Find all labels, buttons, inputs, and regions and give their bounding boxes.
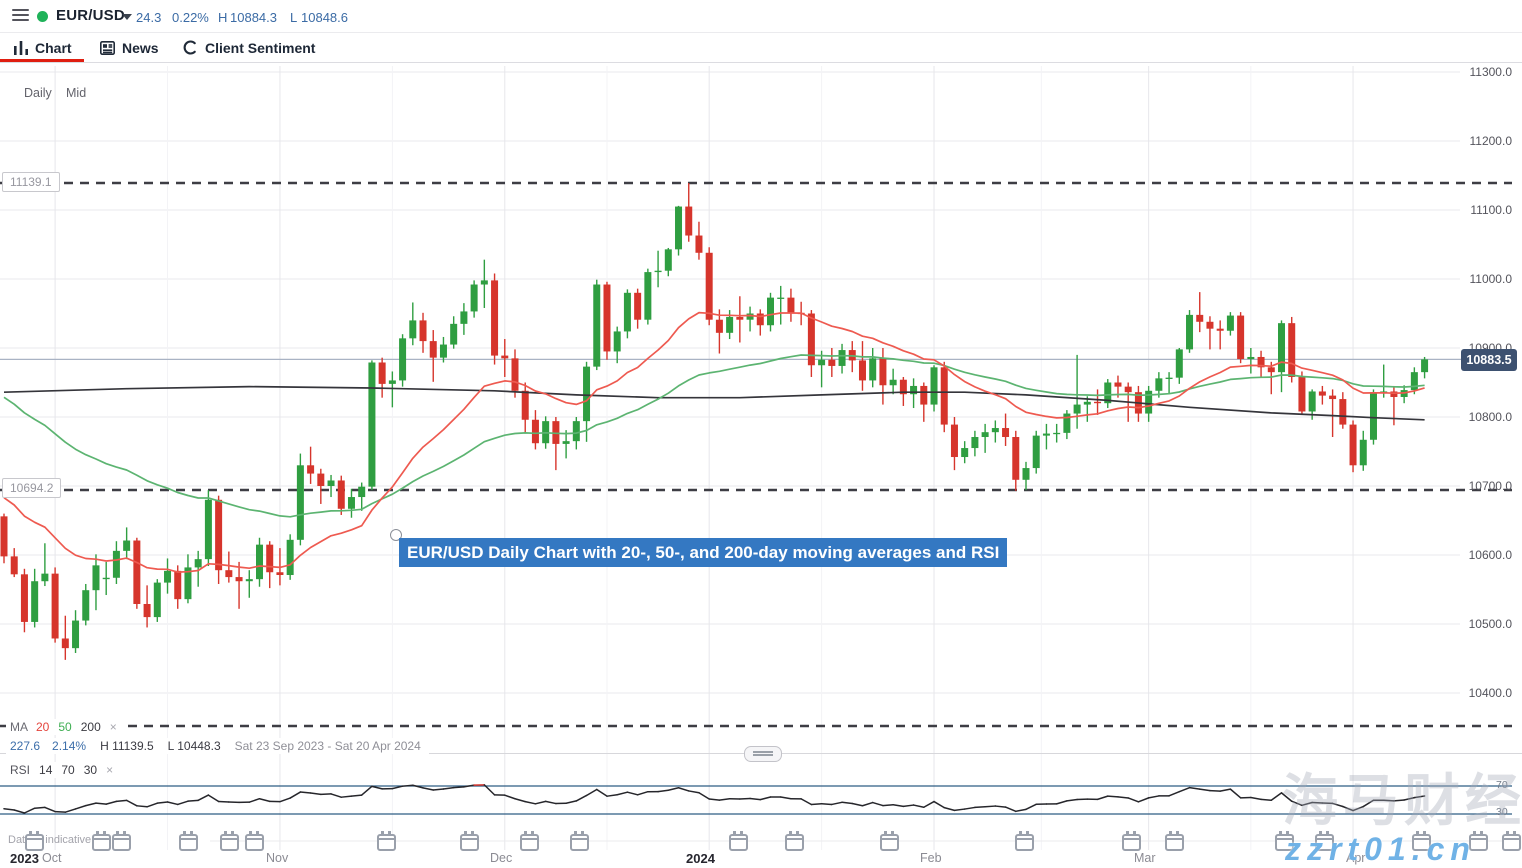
calendar-event-icon[interactable] (460, 834, 479, 851)
current-price-badge: 10883.5 (1461, 349, 1517, 371)
market-open-status-icon (37, 11, 48, 22)
active-tab-indicator (0, 59, 84, 62)
watermark-cjk: 海马财经 (1282, 756, 1522, 837)
rsi-upper-param: 70 (61, 763, 74, 777)
range-points: 227.6 (10, 739, 40, 753)
tab-chart-label: Chart (35, 40, 72, 56)
watermark-url: zzrt01.cn (1285, 831, 1476, 868)
range-percent: 2.14% (52, 739, 86, 753)
calendar-event-icon[interactable] (1122, 834, 1141, 851)
range-info-row: 227.6 2.14% H 11139.5 L 10448.3 Sat 23 Sep 2… (6, 738, 429, 754)
tab-news-label: News (122, 40, 159, 56)
calendar-event-icon[interactable] (220, 834, 239, 851)
instrument-symbol[interactable]: EUR/USD (56, 7, 125, 24)
price-axis-tick: 10700.0 (1452, 479, 1512, 493)
x-axis-label: Oct (42, 851, 61, 865)
rsi-lower-param: 30 (84, 763, 97, 777)
price-axis-tick: 10500.0 (1452, 617, 1512, 631)
x-axis-label: 2023 (10, 851, 39, 866)
ma20-param: 20 (36, 720, 49, 734)
tab-bar: Chart News Client Sentiment (0, 33, 1522, 63)
day-high-label: H (218, 10, 227, 25)
calendar-event-icon[interactable] (785, 834, 804, 851)
level-label-resistance: 11139.1 (2, 172, 60, 192)
x-axis-label: Feb (920, 851, 942, 865)
price-axis-tick: 11300.0 (1452, 65, 1512, 79)
price-change: 24.3 (136, 10, 161, 25)
hamburger-menu-icon[interactable] (12, 9, 29, 23)
rsi-indicator-legend: RSI 14 70 30 × (6, 762, 119, 778)
day-low-label: L (290, 10, 297, 25)
period-high: H 11139.5 (100, 739, 154, 753)
price-type-button[interactable]: Mid (66, 86, 86, 100)
calendar-event-icon[interactable] (92, 834, 111, 851)
tab-news[interactable]: News (100, 33, 159, 62)
x-axis-label: Nov (266, 851, 288, 865)
x-axis-label: 2024 (686, 851, 715, 866)
period-low: L 10448.3 (168, 739, 221, 753)
top-bar: EUR/USD 24.3 0.22% H 10884.3 L 10848.6 (0, 0, 1522, 33)
news-icon (100, 41, 115, 55)
tab-chart[interactable]: Chart (14, 33, 72, 62)
x-axis-label: Mar (1134, 851, 1156, 865)
pane-resize-handle[interactable] (744, 746, 782, 762)
rsi-label: RSI (10, 763, 30, 777)
price-axis-tick: 11100.0 (1452, 203, 1512, 217)
ma-indicator-legend: MA 20 50 200 × (6, 719, 123, 735)
calendar-event-icon[interactable] (25, 834, 44, 851)
tab-client-sentiment-label: Client Sentiment (205, 40, 315, 56)
calendar-event-icon[interactable] (570, 834, 589, 851)
price-axis-tick: 11000.0 (1452, 272, 1512, 286)
ma50-param: 50 (58, 720, 71, 734)
price-axis-tick: 10400.0 (1452, 686, 1512, 700)
day-high: 10884.3 (230, 10, 277, 25)
x-axis-label: Dec (490, 851, 512, 865)
price-axis-tick: 11200.0 (1452, 134, 1512, 148)
tab-client-sentiment[interactable]: Client Sentiment (183, 33, 315, 62)
chart-annotation[interactable]: EUR/USD Daily Chart with 20-, 50-, and 2… (399, 538, 1007, 567)
price-axis-tick: 10600.0 (1452, 548, 1512, 562)
price-change-pct: 0.22% (172, 10, 209, 25)
calendar-event-icon[interactable] (179, 834, 198, 851)
rsi-close-icon[interactable]: × (106, 763, 113, 777)
ma200-param: 200 (81, 720, 101, 734)
ma-close-icon[interactable]: × (110, 720, 117, 734)
calendar-event-icon[interactable] (1165, 834, 1184, 851)
calendar-event-icon[interactable] (880, 834, 899, 851)
day-low: 10848.6 (301, 10, 348, 25)
ma-label: MA (10, 720, 28, 734)
data-indicative-note: Data is indicative (8, 834, 91, 846)
price-axis-tick: 10800.0 (1452, 410, 1512, 424)
calendar-event-icon[interactable] (729, 834, 748, 851)
rsi-period: 14 (39, 763, 52, 777)
calendar-event-icon[interactable] (112, 834, 131, 851)
calendar-event-icon[interactable] (245, 834, 264, 851)
calendar-event-icon[interactable] (1015, 834, 1034, 851)
calendar-event-icon[interactable] (377, 834, 396, 851)
chevron-down-icon[interactable] (122, 14, 132, 20)
chart-icon (14, 41, 28, 55)
refresh-c-icon (183, 40, 198, 55)
calendar-event-icon[interactable] (520, 834, 539, 851)
level-label-support: 10694.2 (2, 478, 61, 498)
period-range: Sat 23 Sep 2023 - Sat 20 Apr 2024 (235, 739, 421, 753)
timeframe-button[interactable]: Daily (24, 86, 52, 100)
